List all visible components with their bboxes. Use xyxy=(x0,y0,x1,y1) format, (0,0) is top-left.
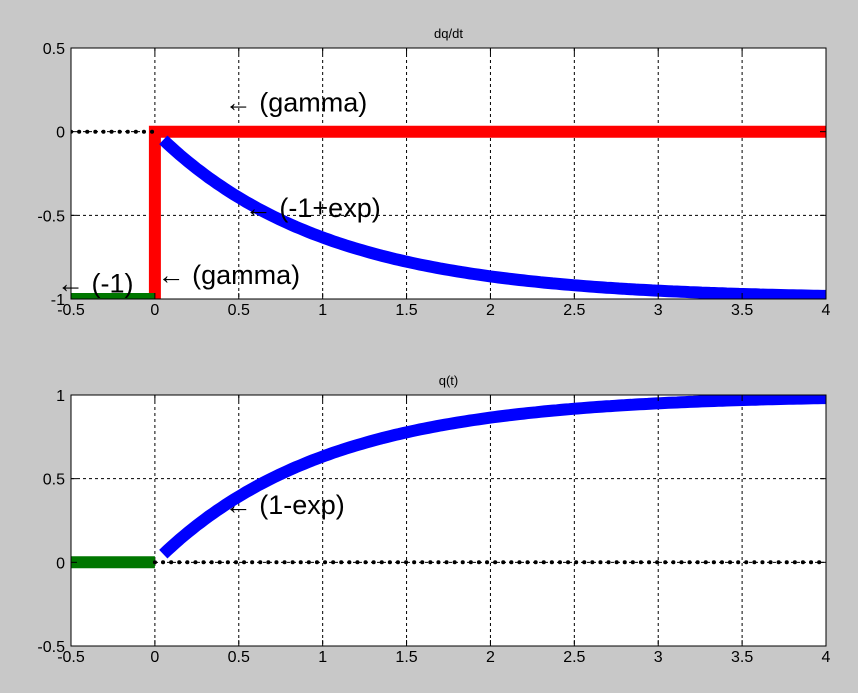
annotation: ← (-1) xyxy=(57,268,134,298)
annotation: ← (gamma) xyxy=(225,88,368,118)
x-tick-label: -0.5 xyxy=(57,302,85,319)
y-tick-label: -1 xyxy=(51,292,65,309)
y-tick-label: -0.5 xyxy=(37,208,65,225)
y-tick-label: 0.5 xyxy=(43,41,65,58)
x-tick-label: 2 xyxy=(486,649,495,666)
x-tick-label: 3 xyxy=(654,649,663,666)
x-tick-label: 0 xyxy=(150,302,159,319)
series-exp-decay xyxy=(159,135,826,299)
y-tick-label: 0.5 xyxy=(43,472,65,489)
axes-box xyxy=(70,394,827,647)
x-tick-label: 0.5 xyxy=(228,302,250,319)
axes-2: -0.5 0 0.5 1 1.5 2 2.5 3 3.5 4 -0.5 0 0.5 1 q(t) ← (1-e… xyxy=(37,373,830,666)
x-tick-label: -0.5 xyxy=(57,649,85,666)
axes-box xyxy=(70,47,827,300)
x-tick-label: 3.5 xyxy=(731,302,753,319)
x-tick-label: 3.5 xyxy=(731,649,753,666)
series-exp-rise xyxy=(159,395,826,559)
x-tick-label: 2.5 xyxy=(563,302,585,319)
y-tick-label: 1 xyxy=(56,388,65,405)
plot-area xyxy=(71,395,826,646)
x-tick-label: 1.5 xyxy=(395,649,417,666)
annotation: ← (gamma) xyxy=(158,260,301,290)
x-tick-label: 0 xyxy=(150,649,159,666)
y-tick-label: 0 xyxy=(56,125,65,142)
x-tick-label: 3 xyxy=(654,302,663,319)
series-gamma-step xyxy=(148,125,826,299)
axes-1: -0.5 0 0.5 1 1.5 2 2.5 3 3.5 4-1-0.500.5dq/dt← (g… xyxy=(37,26,830,319)
x-tick-label: 4 xyxy=(822,302,831,319)
x-tick-label: 1.5 xyxy=(395,302,417,319)
x-tick-label: 1 xyxy=(318,649,327,666)
chart-title: dq/dt xyxy=(434,26,463,41)
x-tick-label: 4 xyxy=(822,649,831,666)
chart-title: q(t) xyxy=(439,373,459,388)
series-group xyxy=(71,395,826,569)
x-tick-label: 2 xyxy=(486,302,495,319)
series-group xyxy=(71,125,826,299)
annotation: ← (-1+exp) xyxy=(245,193,381,223)
y-tick-label: -0.5 xyxy=(37,639,65,656)
annotation: ← (1-exp) xyxy=(225,490,345,520)
y-tick-label: 0 xyxy=(56,555,65,572)
x-tick-label: 2.5 xyxy=(563,649,585,666)
x-tick-label: 1 xyxy=(318,302,327,319)
x-tick-label: 0.5 xyxy=(228,649,250,666)
